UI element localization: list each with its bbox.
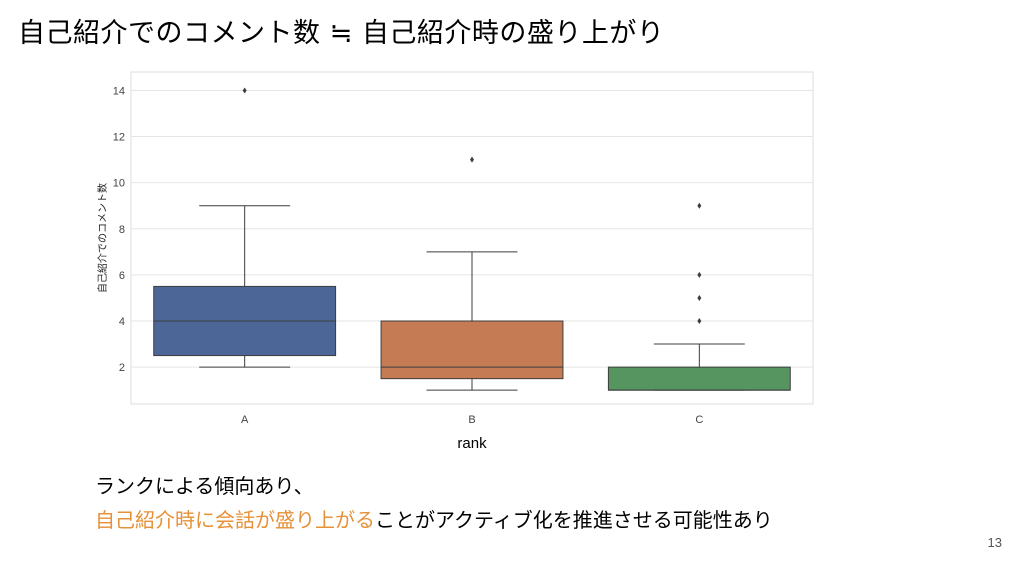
note-rest-text: ことがアクティブ化を推進させる可能性あり — [375, 508, 773, 532]
outlier-point — [242, 87, 247, 94]
y-tick-label: 14 — [113, 85, 125, 97]
box-group-a: A — [153, 87, 337, 426]
outlier-point — [697, 202, 702, 209]
x-tick-label: C — [695, 414, 703, 426]
box-group-c: C — [607, 202, 791, 426]
y-tick-label: 2 — [119, 362, 125, 374]
box-group-b: B — [380, 156, 564, 426]
x-axis-label: rank — [457, 435, 487, 452]
y-tick-label: 12 — [113, 132, 125, 144]
slide-title: 自己紹介でのコメント数 ≒ 自己紹介時の盛り上がり — [18, 18, 665, 49]
y-tick-label: 6 — [119, 270, 125, 282]
note-line-2: 自己紹介時に会話が盛り上がることがアクティブ化を推進させる可能性あり — [95, 504, 773, 533]
note-highlight-text: 自己紹介時に会話が盛り上がる — [95, 508, 375, 532]
page-number: 13 — [987, 535, 1002, 550]
x-tick-label: A — [241, 414, 249, 426]
y-tick-label: 4 — [119, 316, 125, 328]
y-tick-label: 8 — [119, 224, 125, 236]
outlier-point — [697, 318, 702, 324]
outlier-point — [697, 271, 702, 278]
y-axis-label: 自己紹介でのコメント数 — [96, 183, 109, 293]
box-iqr — [380, 320, 564, 380]
x-tick-label: B — [468, 414, 475, 426]
box-iqr — [607, 366, 791, 391]
note-line-1: ランクによる傾向あり、 — [95, 474, 314, 498]
y-tick-label: 10 — [113, 178, 125, 190]
outlier-point — [697, 294, 702, 301]
outlier-point — [470, 156, 474, 163]
